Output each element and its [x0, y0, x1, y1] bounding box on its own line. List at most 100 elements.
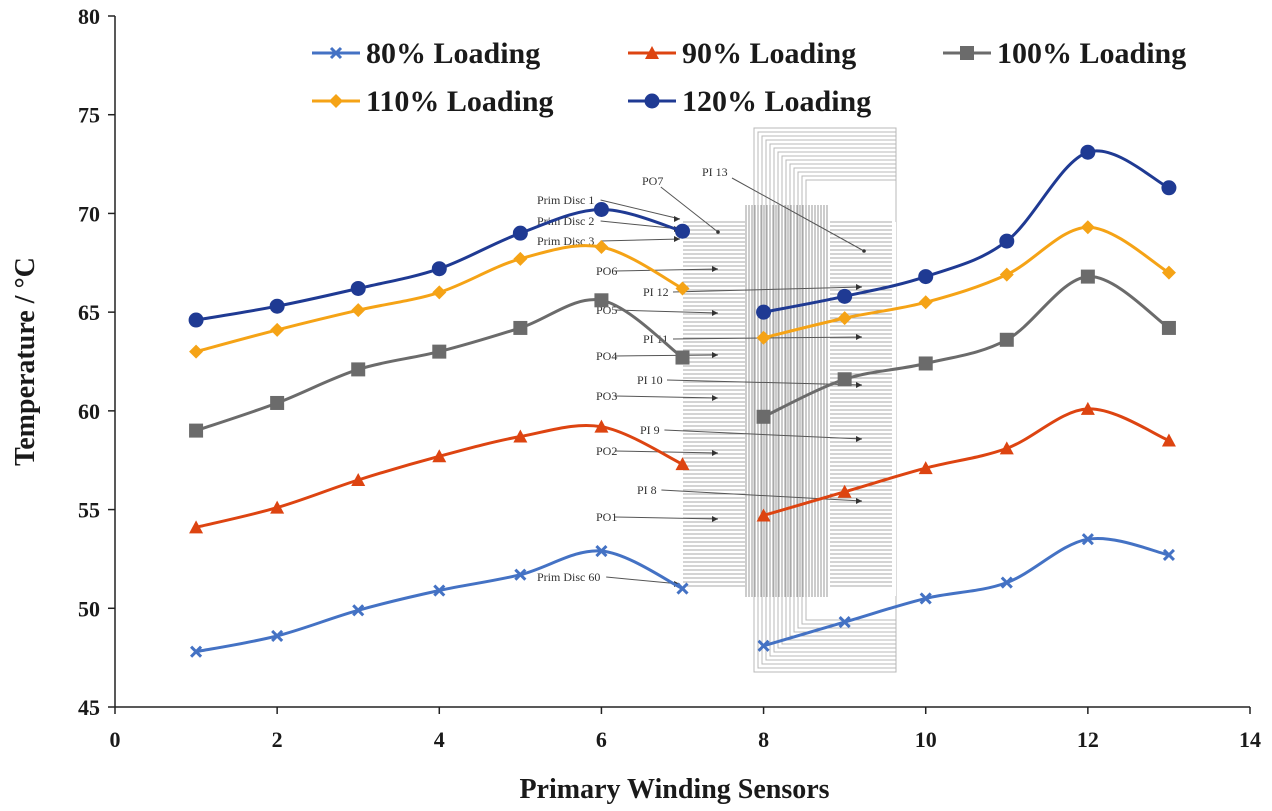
data-point: [918, 295, 933, 310]
series-line: [195, 549, 684, 654]
data-point: [1080, 220, 1095, 235]
data-point: [918, 461, 933, 475]
diagram-arrowhead: [856, 436, 862, 442]
diagram-arrowhead: [712, 310, 718, 316]
x-tick-label: 4: [434, 727, 445, 752]
series-layer: [188, 144, 1177, 658]
legend-label: 90% Loading: [682, 37, 856, 70]
diagram-arrowhead: [716, 230, 720, 234]
series-line: [763, 407, 1170, 517]
y-tick-label: 65: [78, 300, 100, 325]
series-line: [763, 225, 1170, 340]
diagram-arrowhead: [856, 498, 862, 504]
diagram-leader: [600, 238, 681, 242]
y-axis-title: Temperature / °C: [10, 257, 41, 466]
legend-label: 80% Loading: [366, 37, 540, 70]
diagram-arrowhead: [674, 236, 680, 242]
y-tick-label: 45: [78, 695, 100, 720]
diagram-label-left: Prim Disc 2: [537, 214, 594, 228]
diagram-leader: [664, 429, 863, 440]
legend-entry: 80% Loading: [312, 37, 540, 70]
data-point: [595, 544, 608, 558]
data-point: [675, 350, 690, 365]
data-point: [756, 304, 772, 320]
data-point: [756, 409, 771, 424]
data-point: [189, 520, 204, 534]
data-point: [1161, 433, 1176, 447]
series-line: [195, 298, 684, 433]
legend-entry: 100% Loading: [943, 37, 1186, 70]
x-tick-label: 0: [110, 727, 121, 752]
legend: 80% Loading 90% Loading 100% Loading 110% L…: [312, 37, 1186, 118]
data-point: [676, 582, 689, 595]
diagram-label-inner: PI 10: [637, 373, 663, 387]
y-tick-label: 70: [78, 201, 100, 226]
diagram-leader: [660, 186, 719, 233]
data-point: [188, 312, 204, 328]
diagram-leader: [661, 489, 863, 502]
y-tick-label: 80: [78, 4, 100, 29]
diagram-arrowhead: [712, 450, 718, 456]
data-point: [351, 303, 366, 318]
diagram-label-left: PO6: [596, 264, 617, 278]
data-point: [919, 592, 932, 605]
legend-label: 100% Loading: [997, 37, 1186, 70]
diagram-leader: [614, 268, 719, 272]
data-point: [593, 201, 609, 217]
diagram-label-left: PO3: [596, 389, 617, 403]
diagram-arrowhead: [712, 395, 718, 401]
diagram-label-left: PO4: [596, 349, 617, 363]
y-tick-label: 50: [78, 596, 100, 621]
data-point: [837, 311, 852, 326]
data-point: [270, 500, 285, 514]
x-tick-label: 2: [272, 727, 283, 752]
data-point: [271, 629, 284, 642]
legend-entry: 120% Loading: [628, 85, 871, 118]
data-point: [594, 239, 609, 254]
series-3: [189, 220, 1176, 359]
legend-entry: 110% Loading: [312, 85, 554, 118]
y-tick-label: 75: [78, 103, 100, 128]
diagram-label-top: PO7: [642, 174, 663, 188]
diagram-label-inner: PI 11: [643, 332, 668, 346]
data-point: [999, 441, 1014, 455]
data-point: [918, 269, 934, 285]
x-axis-title: Primary Winding Sensors: [519, 774, 829, 805]
diagram-label-inner: PI 8: [637, 483, 657, 497]
diagram-arrowhead: [712, 266, 718, 272]
diagram-arrowhead: [712, 516, 718, 522]
diagram-leader: [614, 450, 719, 454]
x-tick-label: 6: [596, 727, 607, 752]
diagram-leader: [600, 199, 681, 220]
data-point: [1080, 401, 1095, 415]
legend-entry: 90% Loading: [628, 37, 856, 70]
data-point: [190, 645, 203, 658]
data-point: [432, 449, 447, 463]
x-tick-label: 14: [1239, 727, 1261, 752]
diagram-leader: [614, 354, 719, 357]
series-0: [190, 533, 1175, 658]
diagram-label-left: Prim Disc 1: [537, 193, 594, 207]
diagram-leader: [672, 286, 863, 293]
diagram-leader: [614, 516, 719, 520]
y-tick-label: 55: [78, 498, 100, 523]
data-point: [1162, 548, 1175, 562]
diagram-leader: [731, 177, 865, 252]
data-point: [352, 604, 365, 617]
legend-label: 110% Loading: [366, 85, 554, 118]
data-point: [999, 332, 1014, 347]
data-point: [351, 362, 366, 377]
data-point: [1080, 269, 1095, 284]
data-point: [329, 94, 343, 108]
data-point: [1000, 576, 1013, 589]
data-point: [999, 233, 1015, 249]
diagram-label-top: PI 13: [702, 165, 728, 179]
data-point: [645, 46, 659, 59]
data-point: [432, 344, 447, 359]
diagram-arrowhead: [712, 352, 718, 358]
x-tick-label: 12: [1077, 727, 1099, 752]
data-point: [960, 46, 974, 60]
data-point: [1161, 320, 1176, 335]
data-point: [918, 356, 933, 371]
